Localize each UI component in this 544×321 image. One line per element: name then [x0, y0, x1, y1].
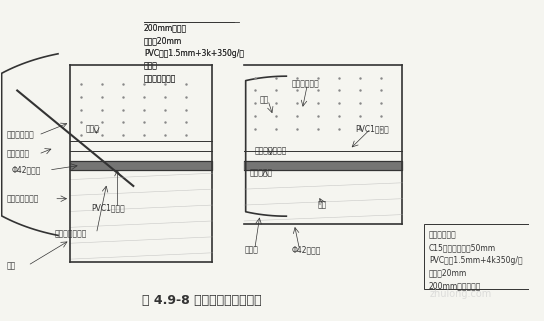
Text: 缓冲层20mm: 缓冲层20mm [144, 36, 182, 45]
Text: 埋设卷材衬垫层: 埋设卷材衬垫层 [54, 229, 86, 238]
Text: PVC1防水层: PVC1防水层 [91, 204, 125, 213]
Text: PVC防水1.5mm+3k+350g/㎡: PVC防水1.5mm+3k+350g/㎡ [144, 49, 244, 58]
Text: 图 4.9-8 联络通道洞门防水施: 图 4.9-8 联络通道洞门防水施 [142, 294, 262, 307]
Text: C15素混凝土垫层50mm: C15素混凝土垫层50mm [429, 243, 496, 252]
Text: zhulong.com: zhulong.com [429, 289, 492, 299]
Text: 聚乙烯泡沫垫层: 聚乙烯泡沫垫层 [144, 74, 176, 83]
Text: 注意事项说明: 注意事项说明 [429, 230, 456, 239]
Text: 基层处理剂: 基层处理剂 [249, 169, 273, 178]
Text: 接触通道衬砌: 接触通道衬砌 [292, 80, 319, 89]
Text: 接触通道衬砌: 接触通道衬砌 [7, 131, 34, 140]
Text: 垫层: 垫层 [318, 201, 327, 210]
Text: 管片: 管片 [260, 96, 269, 105]
Text: 涂料防水层: 涂料防水层 [7, 150, 30, 159]
Text: 200mm混凝土: 200mm混凝土 [144, 24, 187, 33]
Text: 200mm混凝土: 200mm混凝土 [144, 24, 187, 33]
Text: 缓冲层20mm: 缓冲层20mm [144, 36, 182, 45]
Text: 加热带: 加热带 [144, 62, 158, 71]
Text: Φ42注浆管: Φ42注浆管 [292, 245, 321, 254]
Text: PVC1防水层: PVC1防水层 [355, 124, 389, 133]
Text: 200mm钢筋混凝土: 200mm钢筋混凝土 [429, 282, 481, 291]
Text: 加热带: 加热带 [144, 62, 158, 71]
Text: 滚涂层: 滚涂层 [244, 245, 258, 254]
Text: PVC防水1.5mm+4k350g/㎡: PVC防水1.5mm+4k350g/㎡ [429, 256, 522, 265]
Text: 管片: 管片 [7, 261, 16, 270]
Text: 钢筋混凝土衬砌: 钢筋混凝土衬砌 [7, 194, 39, 203]
Text: 缓冲层20mm: 缓冲层20mm [429, 269, 467, 278]
Text: PVC防水1.5mm+3k+350g/㎡: PVC防水1.5mm+3k+350g/㎡ [144, 49, 244, 58]
Text: 聚乙烯泡沫垫层: 聚乙烯泡沫垫层 [255, 146, 287, 155]
Text: 聚乙烯泡沫垫层: 聚乙烯泡沫垫层 [144, 74, 176, 83]
Text: 止水带: 止水带 [86, 124, 100, 133]
Text: Φ42注浆管: Φ42注浆管 [12, 166, 41, 175]
